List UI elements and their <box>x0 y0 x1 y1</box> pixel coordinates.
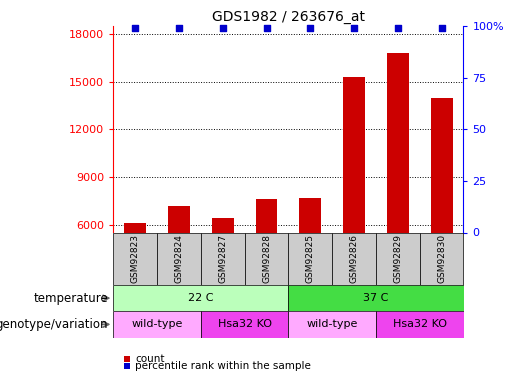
Bar <box>245 232 288 285</box>
Bar <box>332 232 376 285</box>
Bar <box>376 311 464 338</box>
Text: GSM92826: GSM92826 <box>350 234 358 283</box>
Point <box>306 26 314 32</box>
Text: GSM92828: GSM92828 <box>262 234 271 283</box>
Text: Hsa32 KO: Hsa32 KO <box>218 320 271 329</box>
Text: GSM92827: GSM92827 <box>218 234 227 283</box>
Text: GSM92823: GSM92823 <box>131 234 140 283</box>
Bar <box>376 232 420 285</box>
Text: wild-type: wild-type <box>131 320 183 329</box>
Text: wild-type: wild-type <box>306 320 358 329</box>
Text: GSM92830: GSM92830 <box>437 234 446 284</box>
Text: temperature: temperature <box>33 292 108 304</box>
Point <box>437 26 445 32</box>
Text: 22 C: 22 C <box>188 293 214 303</box>
Text: Hsa32 KO: Hsa32 KO <box>393 320 447 329</box>
Bar <box>168 206 190 320</box>
Bar <box>113 285 288 311</box>
Text: 37 C: 37 C <box>363 293 389 303</box>
Title: GDS1982 / 263676_at: GDS1982 / 263676_at <box>212 10 365 24</box>
Bar <box>288 285 464 311</box>
Point <box>350 26 358 32</box>
Bar <box>113 311 201 338</box>
Bar <box>387 53 409 320</box>
Bar <box>157 232 201 285</box>
Text: GSM92829: GSM92829 <box>393 234 402 283</box>
Bar <box>124 223 146 320</box>
Text: GSM92825: GSM92825 <box>306 234 315 283</box>
Text: percentile rank within the sample: percentile rank within the sample <box>135 361 311 371</box>
Text: genotype/variation: genotype/variation <box>0 318 108 331</box>
Point <box>175 26 183 32</box>
Point <box>393 26 402 32</box>
Bar <box>113 232 157 285</box>
Bar <box>255 199 278 320</box>
Point <box>131 26 139 32</box>
Bar <box>420 232 464 285</box>
Point <box>262 26 270 32</box>
Bar <box>288 311 376 338</box>
Bar <box>288 232 332 285</box>
Point <box>218 26 227 32</box>
Bar <box>212 218 234 320</box>
Text: GSM92824: GSM92824 <box>175 234 183 283</box>
Text: count: count <box>135 354 164 364</box>
Bar <box>201 311 288 338</box>
Bar <box>201 232 245 285</box>
Bar <box>343 77 365 320</box>
Bar <box>299 198 321 320</box>
Bar <box>431 98 453 320</box>
